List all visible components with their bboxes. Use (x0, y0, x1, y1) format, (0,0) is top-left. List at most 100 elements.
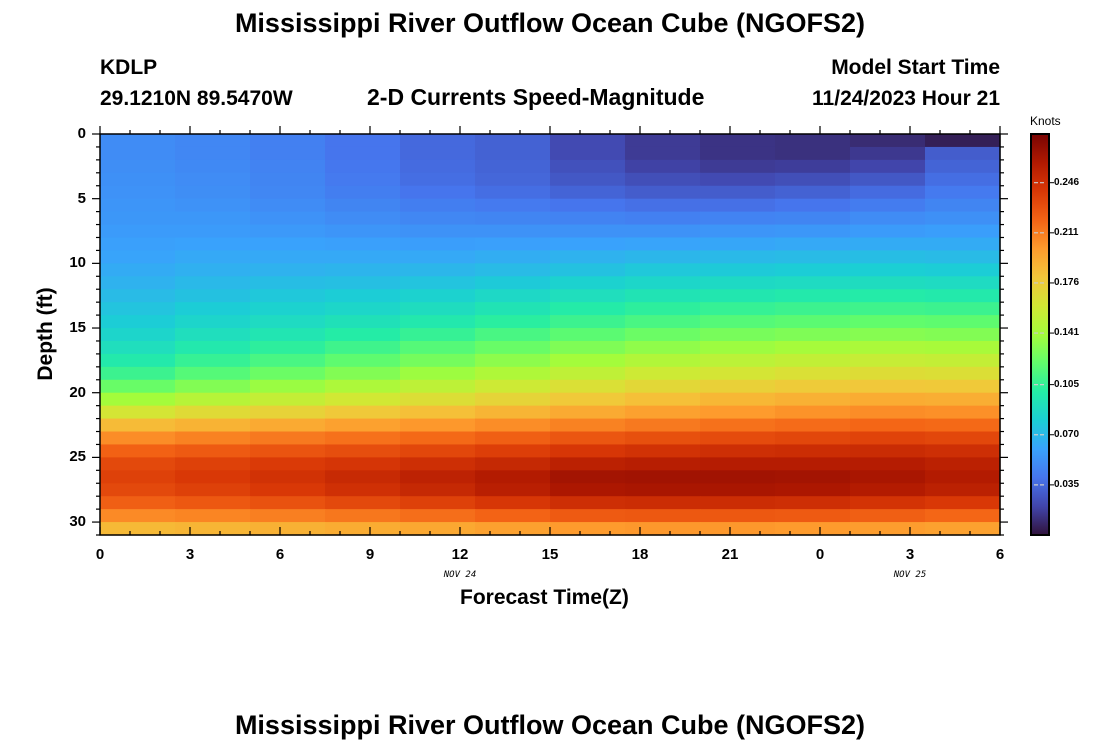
heatmap-cell (550, 315, 626, 329)
heatmap-cell (250, 172, 326, 187)
heatmap-cell (850, 405, 926, 420)
heatmap-cell (700, 185, 776, 200)
heatmap-cell (325, 250, 401, 264)
heatmap-cell (700, 405, 776, 420)
heatmap-cell (400, 276, 476, 290)
x-tick-label: 6 (275, 546, 285, 563)
heatmap-cell (550, 379, 626, 394)
heatmap-cell (775, 198, 851, 213)
heatmap-cell (775, 366, 851, 381)
heatmap-cell (925, 457, 1001, 471)
heatmap-cell (400, 146, 476, 161)
heatmap-cell (775, 496, 851, 510)
heatmap-cell (175, 483, 251, 497)
heatmap-cell (775, 340, 851, 355)
y-tick-label: 10 (69, 254, 86, 272)
heatmap-cell (850, 418, 926, 433)
heatmap-cell (775, 302, 851, 316)
heatmap-cell (400, 522, 476, 536)
heatmap-cell (550, 444, 626, 458)
date-label: NOV 25 (893, 570, 927, 580)
heatmap-cell (325, 224, 401, 239)
heatmap-cell (700, 457, 776, 471)
x-tick-label: 3 (185, 546, 195, 563)
heatmap-cell (475, 328, 551, 342)
heatmap-cell (250, 315, 326, 329)
heatmap-cell (325, 457, 401, 471)
heatmap-cell (325, 405, 401, 420)
heatmap-cell (250, 276, 326, 290)
heatmap-cell (625, 340, 701, 355)
heatmap-cell (625, 263, 701, 277)
heatmap-cell (625, 379, 701, 394)
heatmap-cell (100, 198, 176, 213)
heatmap-cell (250, 522, 326, 536)
heatmap-cell (400, 263, 476, 277)
heatmap-cell (850, 263, 926, 277)
heatmap-cell (775, 522, 851, 536)
heatmap-cell (700, 522, 776, 536)
heatmap-cell (775, 185, 851, 200)
heatmap-cell (550, 418, 626, 433)
model-start-value: 11/24/2023 Hour 21 (812, 87, 1000, 110)
heatmap-cell (175, 470, 251, 484)
heatmap-cell (175, 522, 251, 536)
heatmap-cell (175, 444, 251, 458)
heatmap-cell (175, 289, 251, 303)
heatmap-cell (250, 470, 326, 484)
heatmap-cell (775, 379, 851, 394)
heatmap-cell (625, 405, 701, 420)
heatmap-cell (850, 470, 926, 484)
y-axis-label: Depth (ft) (34, 287, 57, 381)
heatmap-cell (625, 276, 701, 290)
heatmap-cell (925, 444, 1001, 458)
heatmap-cell (400, 328, 476, 342)
station-coordinates: 29.1210N 89.5470W (100, 87, 293, 110)
heatmap-cell (925, 366, 1001, 381)
heatmap-cell (250, 159, 326, 174)
heatmap-cell (175, 159, 251, 174)
heatmap-cell (850, 224, 926, 239)
heatmap-cell (550, 198, 626, 213)
heatmap-cell (175, 353, 251, 368)
heatmap-cell (700, 198, 776, 213)
heatmap-cell (400, 496, 476, 510)
heatmap-cell (475, 353, 551, 368)
heatmap-cell (325, 211, 401, 226)
heatmap-cell (475, 405, 551, 420)
heatmap-cell (100, 146, 176, 161)
heatmap-cell (100, 522, 176, 536)
heatmap-cell (175, 431, 251, 446)
heatmap-cell (400, 418, 476, 433)
x-tick-label: 12 (451, 546, 469, 563)
heatmap-cell (100, 315, 176, 329)
heatmap-cell (100, 185, 176, 200)
heatmap-cell (850, 522, 926, 536)
heatmap-cell (475, 159, 551, 174)
heatmap-cell (250, 418, 326, 433)
heatmap-cell (925, 405, 1001, 420)
heatmap-cell (700, 379, 776, 394)
heatmap-cell (850, 379, 926, 394)
heatmap-cell (700, 444, 776, 458)
heatmap-cell (475, 392, 551, 407)
heatmap-cell (550, 172, 626, 187)
heatmap-cell (700, 392, 776, 407)
heatmap-cell (100, 237, 176, 252)
heatmap-cell (475, 250, 551, 264)
heatmap-cell (100, 457, 176, 471)
heatmap-cell (550, 392, 626, 407)
heatmap-cell (625, 198, 701, 213)
heatmap-cell (475, 315, 551, 329)
colorbar-title: Knots (1030, 114, 1061, 128)
heatmap-cell (400, 289, 476, 303)
heatmap-cell (775, 392, 851, 407)
heatmap-cell (925, 263, 1001, 277)
heatmap-cell (925, 224, 1001, 239)
heatmap-cell (700, 146, 776, 161)
heatmap-cell (850, 289, 926, 303)
heatmap-cell (850, 315, 926, 329)
heatmap-cell (325, 289, 401, 303)
heatmap-cell (100, 224, 176, 239)
heatmap-cell (925, 159, 1001, 174)
